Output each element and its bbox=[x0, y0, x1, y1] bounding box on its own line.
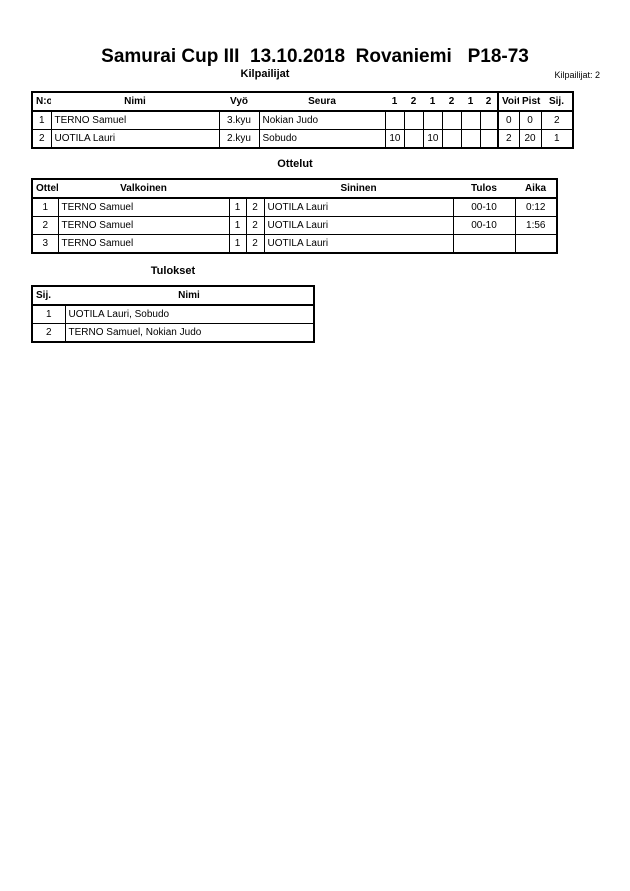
table-cell: TERNO Samuel bbox=[57, 216, 230, 235]
table-row: 1 TERNO Samuel 3.kyu Nokian Judo 0 0 2 bbox=[31, 110, 574, 130]
column-header: Vyö bbox=[219, 91, 259, 112]
competitor-count: Kilpailijat: 2 bbox=[554, 70, 600, 80]
column-header: 2 bbox=[404, 91, 423, 112]
table-cell bbox=[514, 234, 558, 254]
column-header: Ottelu bbox=[32, 178, 58, 199]
table-cell bbox=[441, 110, 462, 130]
column-header: Tulos bbox=[453, 178, 515, 199]
table-cell: 2 bbox=[245, 216, 265, 235]
table-cell: 2 bbox=[245, 234, 265, 254]
table-cell bbox=[460, 110, 481, 130]
table-cell bbox=[403, 110, 424, 130]
table-row: 1 TERNO Samuel 1 2 UOTILA Lauri 00-10 0:12 bbox=[31, 197, 558, 217]
table-cell: Nokian Judo bbox=[258, 110, 386, 130]
table-cell: 1 bbox=[540, 129, 574, 149]
column-header: 2 bbox=[480, 91, 498, 112]
table-cell bbox=[384, 110, 405, 130]
table-cell: 3 bbox=[31, 234, 59, 254]
table-cell: 0 bbox=[497, 110, 520, 130]
column-header: Seura bbox=[259, 91, 385, 112]
column-header: 1 bbox=[461, 91, 480, 112]
table-cell: UOTILA Lauri bbox=[263, 234, 454, 254]
column-header bbox=[229, 178, 246, 199]
table-cell: 1:56 bbox=[514, 216, 558, 235]
table-cell: 2 bbox=[31, 323, 66, 343]
table-cell bbox=[452, 234, 516, 254]
column-header: Nimi bbox=[65, 285, 314, 306]
column-header: Sininen bbox=[264, 178, 453, 199]
table-cell: UOTILA Lauri, Sobudo bbox=[64, 304, 315, 324]
table-row: 2 UOTILA Lauri 2.kyu Sobudo 10 10 2 20 1 bbox=[31, 129, 574, 149]
column-header: Sij. bbox=[32, 285, 65, 306]
table-cell: Sobudo bbox=[258, 129, 386, 149]
column-header: 1 bbox=[423, 91, 442, 112]
table-cell bbox=[403, 129, 424, 149]
table-cell: 1 bbox=[31, 110, 52, 130]
column-header: 2 bbox=[442, 91, 461, 112]
table-cell: TERNO Samuel, Nokian Judo bbox=[64, 323, 315, 343]
table-cell: 20 bbox=[518, 129, 542, 149]
column-header: N:o bbox=[32, 91, 51, 112]
table-row: 2 TERNO Samuel, Nokian Judo bbox=[31, 323, 315, 343]
table-cell: 2 bbox=[497, 129, 520, 149]
table-cell bbox=[479, 110, 499, 130]
column-header: 1 bbox=[385, 91, 404, 112]
results-heading: Tulokset bbox=[150, 265, 196, 277]
column-header bbox=[246, 178, 264, 199]
table-cell: 00-10 bbox=[452, 197, 516, 217]
table-cell: TERNO Samuel bbox=[50, 110, 220, 130]
table-cell: 2 bbox=[31, 129, 52, 149]
table-cell: 1 bbox=[228, 216, 247, 235]
competitors-heading: Kilpailijat bbox=[240, 68, 290, 80]
column-header: Nimi bbox=[51, 91, 219, 112]
column-header: Voit. bbox=[497, 91, 519, 112]
table-cell: 2 bbox=[31, 216, 59, 235]
table-cell bbox=[441, 129, 462, 149]
table-cell: 0 bbox=[518, 110, 542, 130]
table-cell: 2.kyu bbox=[218, 129, 260, 149]
table-cell: UOTILA Lauri bbox=[263, 197, 454, 217]
table-cell: 2 bbox=[245, 197, 265, 217]
table-cell: 10 bbox=[422, 129, 443, 149]
table-cell: 3.kyu bbox=[218, 110, 260, 130]
table-cell: 10 bbox=[384, 129, 405, 149]
column-header: Aika bbox=[515, 178, 557, 199]
table-cell bbox=[422, 110, 443, 130]
page-title: Samurai Cup III 13.10.2018 Rovaniemi P18… bbox=[101, 46, 529, 67]
matches-heading: Ottelut bbox=[277, 158, 313, 170]
table-cell bbox=[479, 129, 499, 149]
table-cell: 1 bbox=[228, 197, 247, 217]
column-header: Valkoinen bbox=[58, 178, 229, 199]
table-cell: TERNO Samuel bbox=[57, 234, 230, 254]
table-cell: TERNO Samuel bbox=[57, 197, 230, 217]
column-header: Pist. bbox=[519, 91, 541, 112]
table-cell: 1 bbox=[31, 197, 59, 217]
table-cell: 00-10 bbox=[452, 216, 516, 235]
table-row: 1 UOTILA Lauri, Sobudo bbox=[31, 304, 315, 324]
table-cell: UOTILA Lauri bbox=[50, 129, 220, 149]
table-cell: 2 bbox=[540, 110, 574, 130]
table-row: 2 TERNO Samuel 1 2 UOTILA Lauri 00-10 1:56 bbox=[31, 216, 558, 235]
table-cell: 1 bbox=[31, 304, 66, 324]
results-table: Sij. Nimi 1 UOTILA Lauri, Sobudo 2 TERNO Samu… bbox=[31, 285, 315, 343]
table-cell: UOTILA Lauri bbox=[263, 216, 454, 235]
table-cell: 0:12 bbox=[514, 197, 558, 217]
table-cell bbox=[460, 129, 481, 149]
competitors-table: N:oNimiVyöSeura121212Voit.Pist.Sij.1TERN… bbox=[31, 91, 574, 149]
table-row: 3 TERNO Samuel 1 2 UOTILA Lauri bbox=[31, 234, 558, 254]
column-header: Sij. bbox=[541, 91, 573, 112]
table-cell: 1 bbox=[228, 234, 247, 254]
matches-table: OtteluValkoinenSininenTulosAika1TERNO Sa… bbox=[31, 178, 558, 254]
